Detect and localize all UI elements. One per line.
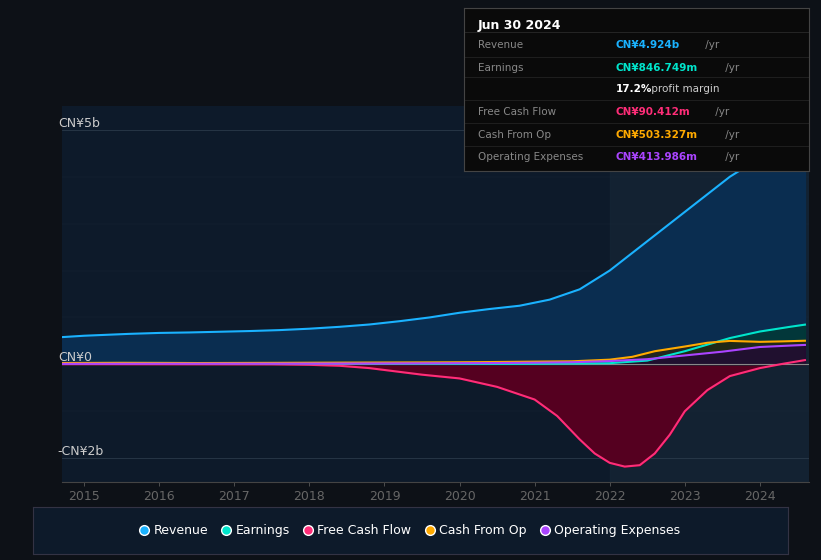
Text: Free Cash Flow: Free Cash Flow <box>478 107 556 117</box>
Text: CN¥4.924b: CN¥4.924b <box>616 40 680 50</box>
Text: CN¥413.986m: CN¥413.986m <box>616 152 698 162</box>
Text: Earnings: Earnings <box>478 63 523 73</box>
Text: -CN¥2b: -CN¥2b <box>57 445 104 458</box>
Legend: Revenue, Earnings, Free Cash Flow, Cash From Op, Operating Expenses: Revenue, Earnings, Free Cash Flow, Cash … <box>136 519 685 542</box>
Text: /yr: /yr <box>722 129 739 139</box>
Text: CN¥0: CN¥0 <box>57 351 92 365</box>
Text: /yr: /yr <box>703 40 720 50</box>
Text: profit margin: profit margin <box>649 84 720 94</box>
Text: 17.2%: 17.2% <box>616 84 652 94</box>
Text: Cash From Op: Cash From Op <box>478 129 551 139</box>
Text: Operating Expenses: Operating Expenses <box>478 152 583 162</box>
Text: /yr: /yr <box>722 63 739 73</box>
Text: CN¥846.749m: CN¥846.749m <box>616 63 698 73</box>
Text: CN¥503.327m: CN¥503.327m <box>616 129 698 139</box>
Text: CN¥5b: CN¥5b <box>57 117 99 130</box>
Bar <box>610 106 809 482</box>
Text: Jun 30 2024: Jun 30 2024 <box>478 19 562 32</box>
Text: Revenue: Revenue <box>478 40 523 50</box>
Text: /yr: /yr <box>722 152 739 162</box>
Text: /yr: /yr <box>712 107 729 117</box>
Text: CN¥90.412m: CN¥90.412m <box>616 107 690 117</box>
